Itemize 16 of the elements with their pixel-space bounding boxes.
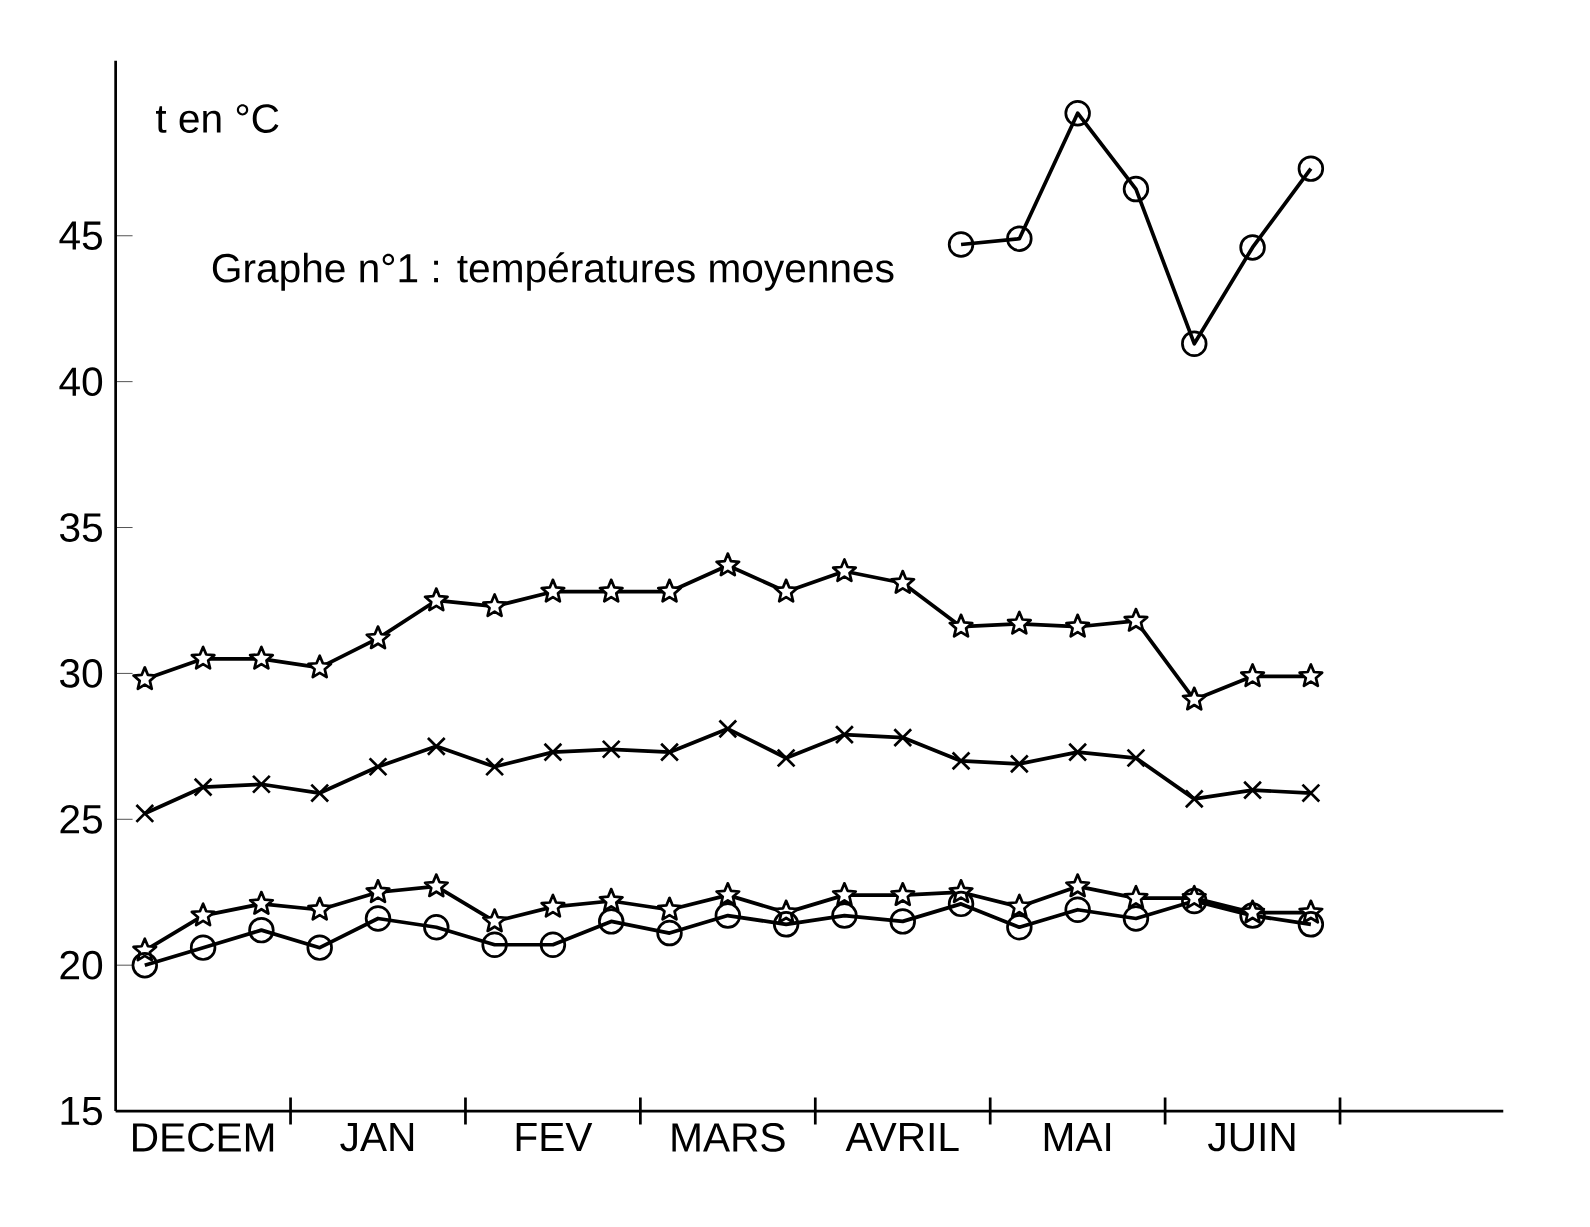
y-tick-label: 15 [61, 1097, 102, 1126]
text: Graphe n°1 : températures moyennes [212, 252, 894, 291]
y-tick-label: 30 [60, 659, 103, 688]
x-tick-label: JAN [340, 1123, 414, 1152]
x-tick-label: DECEM [133, 1123, 274, 1152]
y-tick-label: 35 [60, 513, 102, 543]
x-tick-label: JUIN [1208, 1123, 1295, 1152]
y-tick-label: 20 [60, 950, 103, 980]
y-tick-label: 40 [59, 367, 103, 397]
y-tick-label: 25 [60, 805, 102, 834]
x-tick-label: MARS [672, 1123, 785, 1152]
y-axis-title: t en °C [156, 104, 279, 134]
x-tick-label: AVRIL [845, 1123, 959, 1152]
x-tick-label: FEV [516, 1123, 593, 1152]
x-tick-label: MAI [1044, 1123, 1111, 1152]
y-tick-label: 45 [59, 221, 102, 251]
